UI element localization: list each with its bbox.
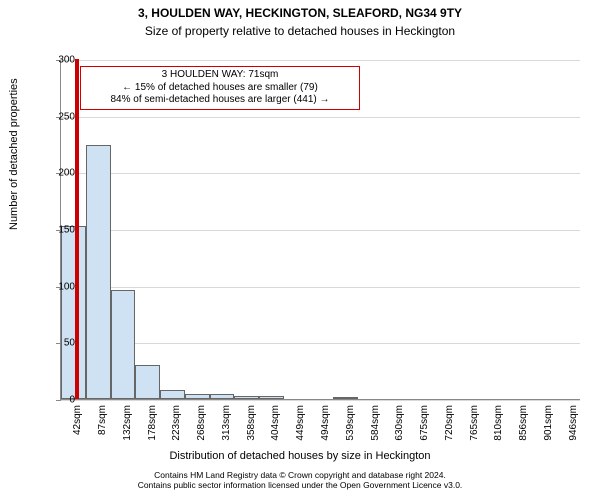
gridline [61,173,580,174]
histogram-bar [259,396,284,399]
gridline [61,343,580,344]
highlight-marker [75,59,79,399]
gridline [61,60,580,61]
gridline [61,117,580,118]
y-tick-label: 250 [35,111,75,122]
histogram-bar [135,365,160,399]
histogram-bar [111,290,136,399]
x-axis-label: Distribution of detached houses by size … [0,450,600,462]
y-tick-label: 150 [35,225,75,236]
footer-line2: Contains public sector information licen… [0,480,600,490]
histogram-bar [185,394,210,399]
chart-plot-area [60,60,580,400]
attribution-footer: Contains HM Land Registry data © Crown c… [0,470,600,490]
histogram-bar [210,394,235,399]
histogram-bar [86,145,111,399]
page-subtitle: Size of property relative to detached ho… [0,24,600,38]
y-axis-label: Number of detached properties [8,78,20,230]
histogram-bar [61,226,86,399]
histogram-bar [234,396,259,399]
infobox-line2: ← 15% of detached houses are smaller (79… [87,82,353,95]
y-tick-label: 300 [35,55,75,66]
y-tick-label: 50 [35,338,75,349]
infobox-line1: 3 HOULDEN WAY: 71sqm [87,69,353,82]
infobox-line3: 84% of semi-detached houses are larger (… [87,94,353,107]
page-title: 3, HOULDEN WAY, HECKINGTON, SLEAFORD, NG… [0,6,600,20]
y-tick-label: 200 [35,168,75,179]
y-tick-label: 0 [35,395,75,406]
footer-line1: Contains HM Land Registry data © Crown c… [0,470,600,480]
y-tick-label: 100 [35,281,75,292]
histogram-bar [160,390,185,399]
gridline [61,230,580,231]
gridline [61,287,580,288]
highlight-infobox: 3 HOULDEN WAY: 71sqm ← 15% of detached h… [80,66,360,110]
histogram-bar [333,397,358,399]
